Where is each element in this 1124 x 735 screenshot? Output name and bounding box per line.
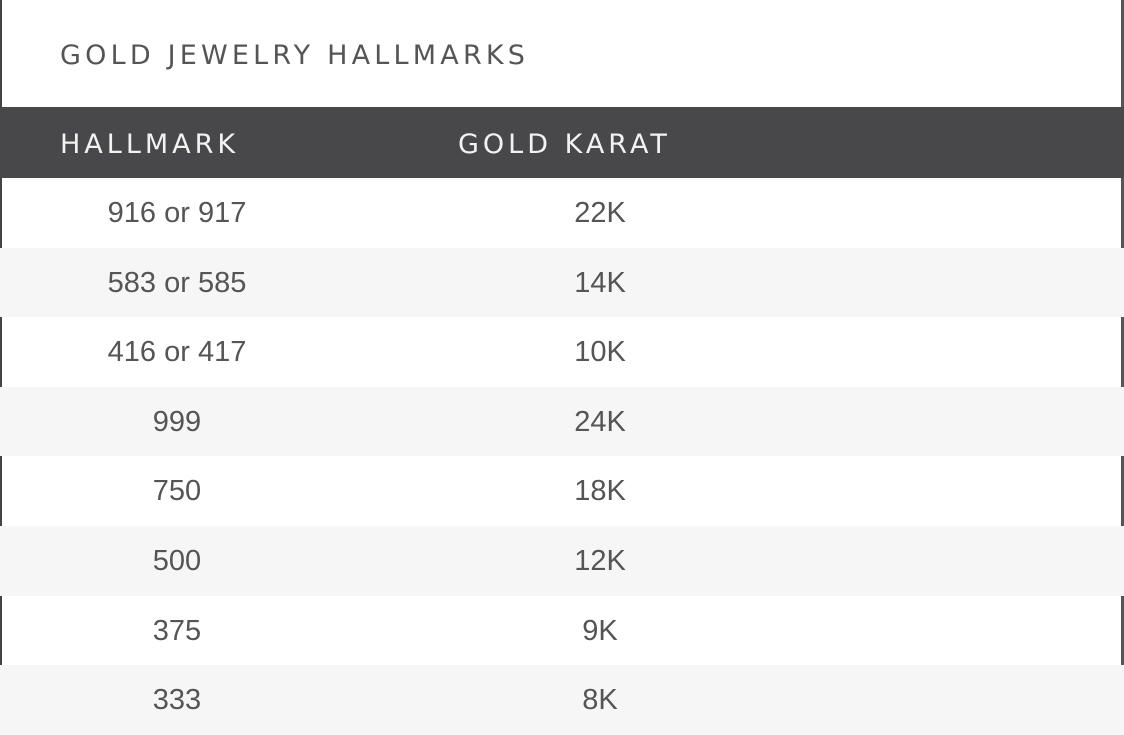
table-row: 375 9K <box>0 596 1124 666</box>
karat-cell: 14K <box>574 266 626 299</box>
table-row: 916 or 917 22K <box>0 178 1124 248</box>
table-body: 916 or 917 22K 583 or 585 14K 416 or 417 10K 9… <box>0 178 1124 735</box>
hallmark-cell: 416 or 417 <box>107 336 247 369</box>
page-title: GOLD JEWELRY HALLMARKS <box>60 40 530 71</box>
table-header: HALLMARK GOLD KARAT <box>0 107 1124 178</box>
hallmark-cell: 916 or 917 <box>107 197 247 229</box>
karat-cell: 22K <box>574 197 626 229</box>
header-hallmark: HALLMARK <box>60 129 240 160</box>
table-row: 416 or 417 10K <box>0 317 1124 387</box>
karat-cell: 18K <box>574 475 626 508</box>
table-row: 583 or 585 14K <box>0 247 1124 318</box>
karat-cell: 10K <box>574 336 626 369</box>
table-row: 999 24K <box>0 386 1124 457</box>
table-row: 333 8K <box>0 665 1124 735</box>
table-row: 750 18K <box>0 456 1124 526</box>
hallmark-cell: 500 <box>152 544 202 577</box>
table-row: 500 12K <box>0 525 1124 596</box>
hallmark-cell: 333 <box>152 684 202 717</box>
karat-cell: 12K <box>574 544 626 577</box>
karat-cell: 24K <box>574 405 626 438</box>
hallmark-cell: 750 <box>152 475 202 508</box>
header-gold-karat: GOLD KARAT <box>458 129 671 160</box>
hallmark-cell: 375 <box>152 614 202 647</box>
hallmark-cell: 999 <box>152 405 202 438</box>
karat-cell: 8K <box>582 684 618 717</box>
karat-cell: 9K <box>582 614 618 647</box>
hallmark-cell: 583 or 585 <box>107 266 247 299</box>
